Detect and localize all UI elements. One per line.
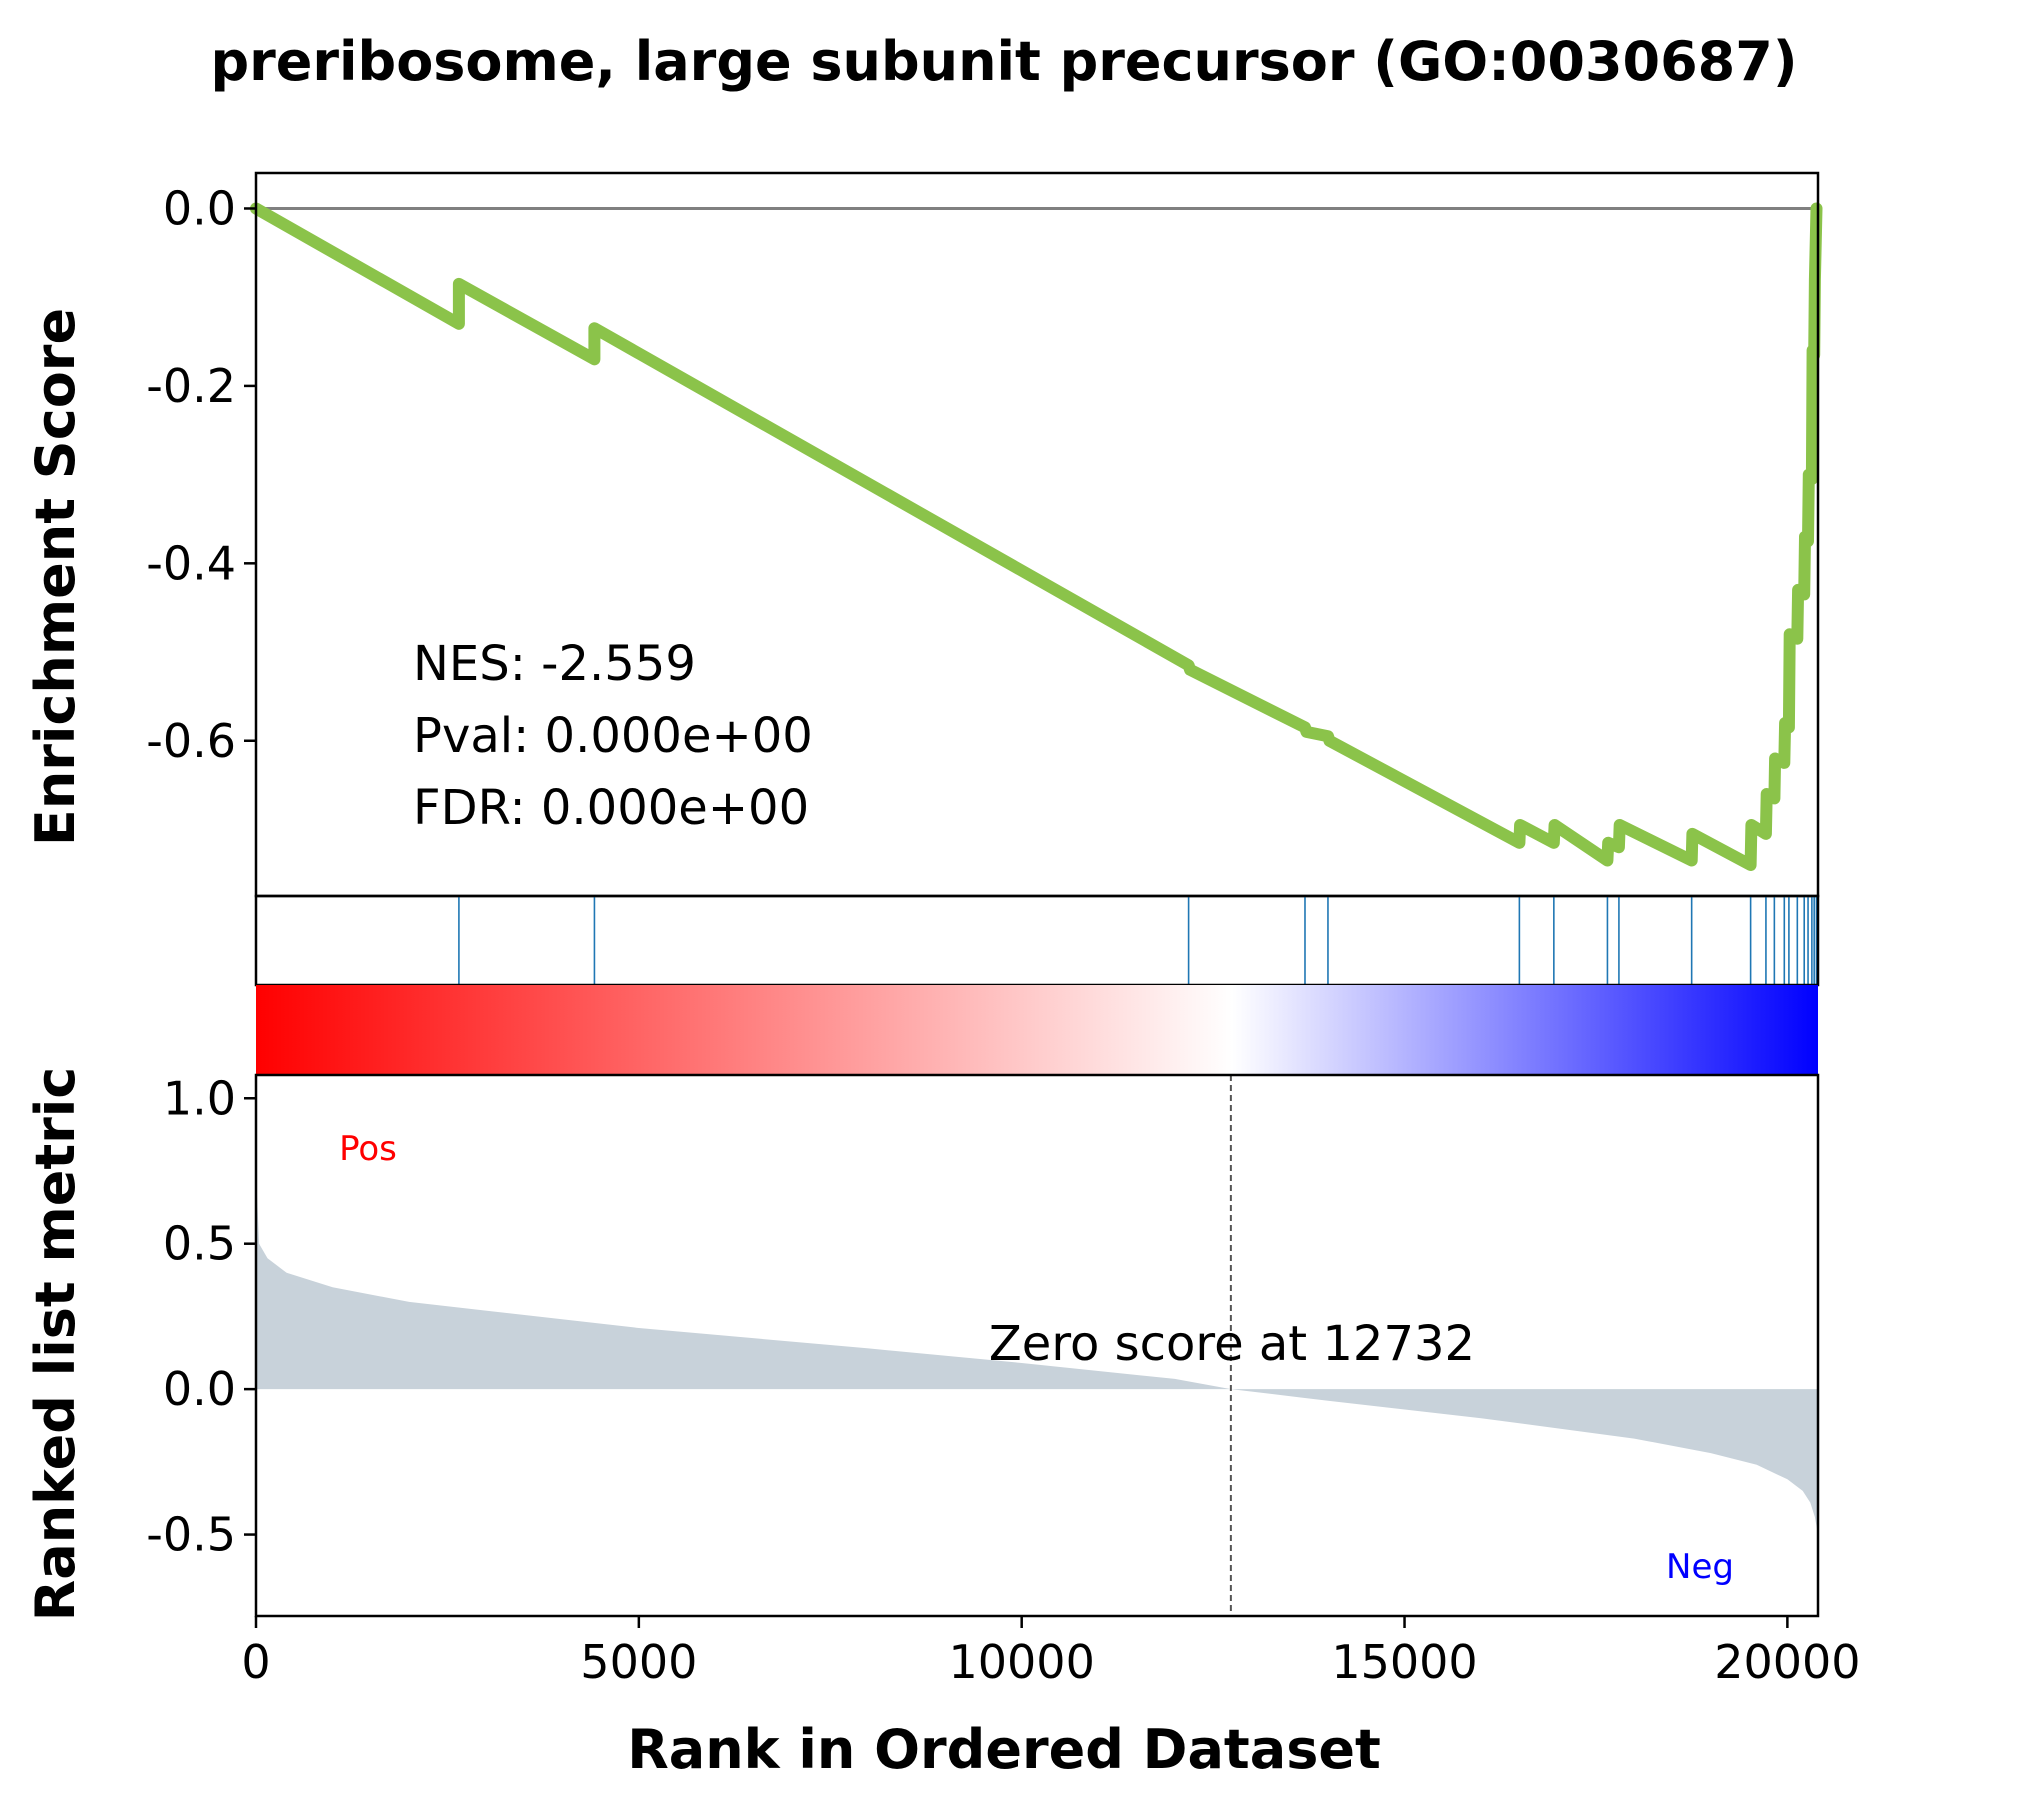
ranked-y-axis-label: Ranked list metric	[24, 1067, 87, 1622]
pos-label: Pos	[339, 1129, 397, 1169]
ranked-y-tick-label: 1.0	[163, 1071, 236, 1125]
gene-hits	[458, 896, 1818, 985]
ranked-metric-area	[256, 1171, 1818, 1535]
ranked-y-ticks: 1.0 0.5 0.0 -0.5	[146, 1071, 256, 1562]
ranked-y-tick-label: -0.5	[146, 1508, 236, 1562]
enrichment-score-line	[250, 202, 1823, 871]
x-tick-label: 5000	[580, 1635, 697, 1689]
fdr-label: FDR: 0.000e+00	[413, 780, 809, 836]
es-y-ticks: 0.0 -0.2 -0.4 -0.6	[146, 181, 256, 768]
es-y-tick-label: -0.4	[146, 536, 236, 590]
es-y-tick-label: 0.0	[163, 181, 236, 235]
hits-panel	[254, 894, 1820, 987]
x-tick-label: 15000	[1331, 1635, 1477, 1689]
ranked-y-tick-label: 0.0	[163, 1362, 236, 1416]
x-tick-label: 20000	[1714, 1635, 1860, 1689]
rank-colorbar	[256, 985, 1818, 1075]
pval-label: Pval: 0.000e+00	[413, 708, 813, 764]
es-y-tick-label: -0.2	[146, 359, 236, 413]
es-y-axis-label: Enrichment Score	[24, 308, 87, 846]
nes-label: NES: -2.559	[413, 636, 696, 692]
ranked-panel-frame	[254, 1073, 1820, 1618]
chart-title: preribosome, large subunit precursor (GO…	[210, 30, 1797, 93]
ranked-y-tick-label: 0.5	[163, 1217, 236, 1271]
x-axis-label: Rank in Ordered Dataset	[627, 1718, 1381, 1781]
enrichment-score-panel: 0.0 -0.2 -0.4 -0.6 NES: -2.559 Pval: 0.000e…	[24, 171, 1823, 898]
x-tick-label: 0	[241, 1635, 270, 1689]
x-tick-label: 10000	[949, 1635, 1095, 1689]
hits-panel-frame	[254, 894, 1820, 987]
zero-score-label: Zero score at 12732	[989, 1316, 1475, 1372]
x-axis-ticks: 0 5000 10000 15000 20000	[241, 1616, 1861, 1689]
es-y-tick-label: -0.6	[146, 714, 236, 768]
neg-label: Neg	[1666, 1547, 1734, 1587]
ranked-metric-panel: 1.0 0.5 0.0 -0.5 Pos Neg Zero score at 1273…	[24, 1067, 1820, 1622]
